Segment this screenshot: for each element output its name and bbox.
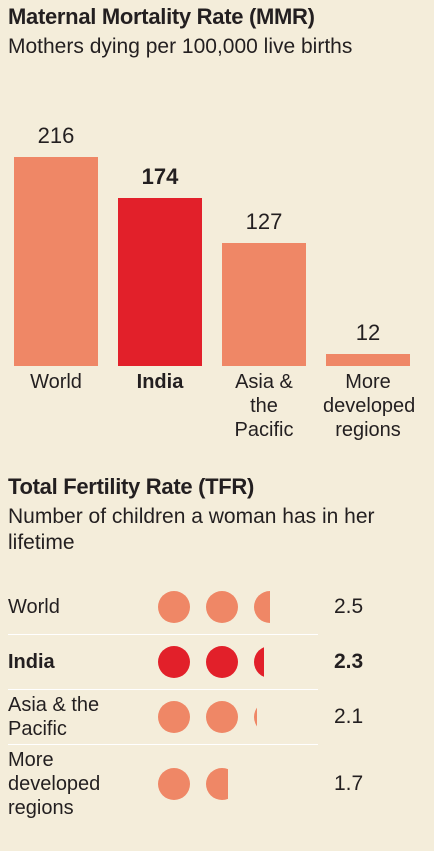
chart-title: Total Fertility Rate (TFR) xyxy=(8,474,255,499)
dot-fill xyxy=(206,701,238,733)
dot-fill xyxy=(254,646,264,678)
category-label: More developed regions xyxy=(323,371,416,441)
row: Asia & the Pacific 2.1 xyxy=(8,690,363,745)
value-label: 1.7 xyxy=(334,772,364,795)
dots xyxy=(158,646,318,678)
bar xyxy=(14,157,98,366)
dot-rows: World 2.5 India 2.3 Asia & the Pacific 2.1 Mor… xyxy=(8,580,363,823)
category-label: India xyxy=(136,371,184,393)
dot xyxy=(158,701,190,733)
dots xyxy=(158,701,318,733)
dot xyxy=(206,591,238,623)
row: More developed regions 1.7 xyxy=(8,745,363,823)
chart-subtitle: Mothers dying per 100,000 live births xyxy=(8,35,353,58)
row-label: Asia & the Pacific xyxy=(8,694,100,740)
category-label: World xyxy=(30,371,82,393)
bar xyxy=(326,354,410,366)
row-label: More developed regions xyxy=(8,749,101,819)
value-label: 174 xyxy=(141,163,179,189)
dot xyxy=(158,646,190,678)
dot-fill xyxy=(158,701,190,733)
row-label: World xyxy=(8,596,60,618)
row: India 2.3 xyxy=(8,635,363,690)
dot-fill xyxy=(254,701,258,733)
dot xyxy=(158,591,190,623)
chart-title: Maternal Mortality Rate (MMR) xyxy=(8,4,315,29)
dot xyxy=(206,768,229,800)
dot xyxy=(254,591,270,623)
value-label: 127 xyxy=(245,209,283,235)
row: World 2.5 xyxy=(8,580,363,635)
row-label: India xyxy=(8,651,55,673)
chart-subtitle: Number of children a woman has in her li… xyxy=(8,505,375,554)
dot-fill xyxy=(158,591,190,623)
dot xyxy=(206,646,238,678)
dot xyxy=(206,701,238,733)
dot-fill xyxy=(206,591,238,623)
dot-fill xyxy=(206,768,229,800)
dot-fill xyxy=(254,591,270,623)
value-label: 216 xyxy=(37,123,75,148)
dot-fill xyxy=(206,646,238,678)
value-label: 2.3 xyxy=(334,650,364,673)
value-label: 2.5 xyxy=(334,595,364,618)
bar xyxy=(222,243,306,366)
bar xyxy=(118,197,202,366)
dot-fill xyxy=(158,768,190,800)
category-label: Asia & the Pacific xyxy=(234,371,294,441)
value-label: 2.1 xyxy=(334,705,364,728)
dot xyxy=(254,646,264,678)
bar-plot: 216 World 174 India 127 Asia & the Pacific 12 M… xyxy=(0,123,434,454)
dot xyxy=(158,768,190,800)
dots xyxy=(158,768,318,800)
value-label: 12 xyxy=(355,320,381,346)
dot-fill xyxy=(158,646,190,678)
dot xyxy=(254,701,258,733)
dots xyxy=(158,591,318,623)
